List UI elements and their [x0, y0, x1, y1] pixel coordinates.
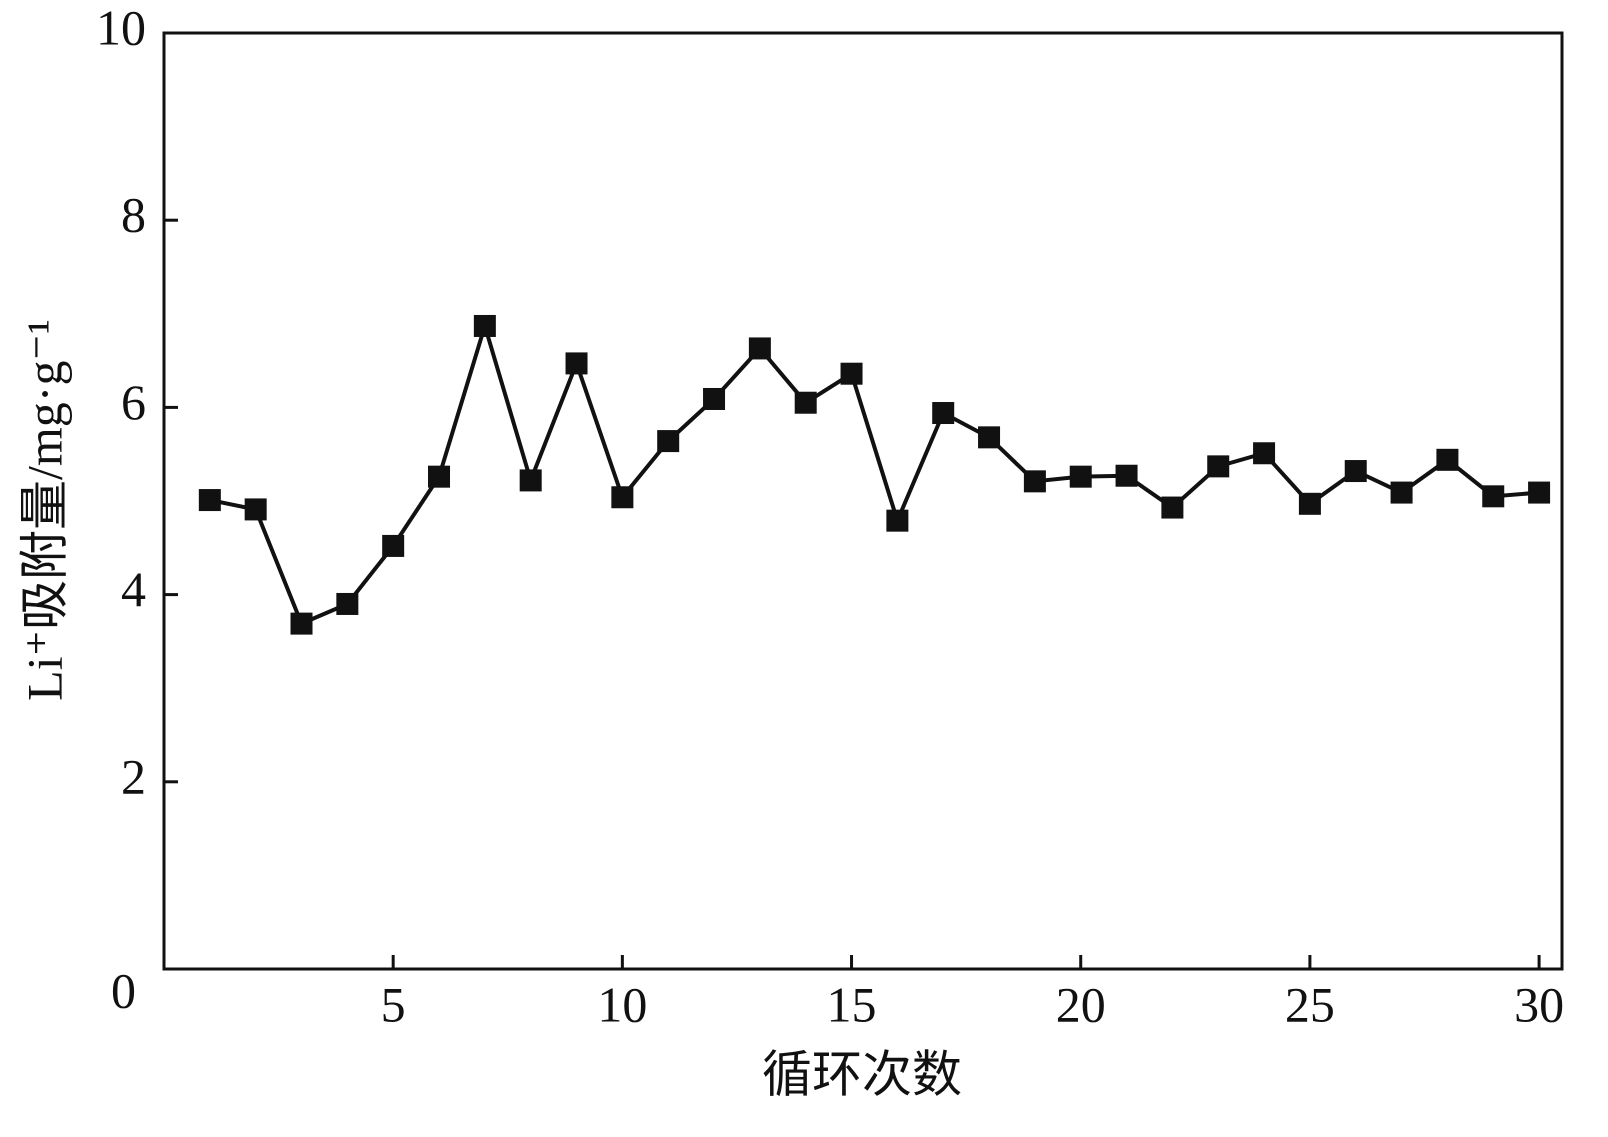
data-point: [611, 486, 634, 509]
data-point: [1023, 470, 1046, 493]
data-point: [1344, 460, 1367, 483]
x-tick-label: 30: [1514, 976, 1564, 1032]
data-point: [336, 592, 359, 615]
data-point: [1253, 442, 1276, 465]
data-point: [1069, 465, 1092, 488]
y-tick-label: 10: [96, 0, 146, 55]
data-point: [565, 352, 588, 375]
data-point: [1528, 481, 1551, 504]
data-point: [428, 465, 451, 488]
data-point: [290, 612, 313, 635]
data-point: [1115, 464, 1138, 487]
data-point: [473, 314, 496, 337]
y-axis-label: Li⁺吸附量/mg·g⁻¹: [16, 319, 72, 701]
x-tick-label: 20: [1056, 976, 1106, 1032]
x-tick-label: 5: [381, 976, 406, 1032]
y-tick-label: 8: [121, 187, 146, 243]
data-point: [932, 402, 955, 425]
y-tick-label: 2: [121, 748, 146, 804]
data-point: [703, 387, 726, 410]
data-point: [748, 337, 771, 360]
data-point: [1298, 492, 1321, 515]
data-point: [382, 534, 405, 557]
data-point: [1482, 485, 1505, 508]
x-tick-label: 25: [1285, 976, 1335, 1032]
data-point: [244, 498, 267, 521]
data-point: [1207, 455, 1230, 478]
data-point: [657, 430, 680, 453]
data-point: [1161, 496, 1184, 519]
data-point: [886, 509, 909, 532]
x-tick-label: 10: [597, 976, 647, 1032]
data-point: [794, 391, 817, 414]
data-point: [1436, 448, 1459, 471]
y-tick-label: 4: [121, 561, 146, 617]
data-point: [198, 489, 221, 512]
y-tick-label: 0: [111, 962, 136, 1018]
data-point: [978, 426, 1001, 449]
data-line: [209, 319, 1540, 627]
x-axis-label: 循环次数: [762, 1046, 962, 1102]
y-tick-label: 6: [121, 374, 146, 430]
plot-frame: [162, 31, 1564, 971]
data-point: [519, 469, 542, 492]
data-point: [840, 362, 863, 385]
data-point: [1390, 481, 1413, 504]
x-tick-label: 15: [827, 976, 877, 1032]
